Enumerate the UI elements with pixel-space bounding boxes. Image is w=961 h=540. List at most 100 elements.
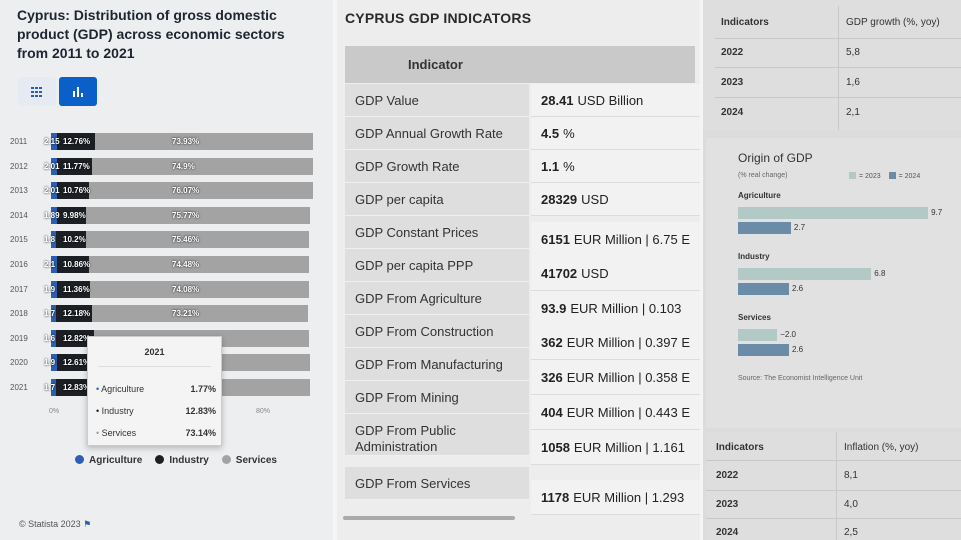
table-row-value: 4,0 [844,499,858,510]
indicator-value: 404 EUR Million | 0.443 E [531,395,700,430]
bar-2024-label: 2.6 [791,284,804,293]
origin-subtitle: (% real change) [738,172,788,179]
value-number: 41702 [541,265,578,281]
bar-agriculture[interactable] [51,231,57,249]
data-label-industry: 10.2% [63,235,86,245]
bar-services[interactable] [91,305,308,323]
indicator-label: GDP Annual Growth Rate [345,117,529,150]
table-row-year: 2023 [721,77,744,88]
bar-industry[interactable] [56,206,86,224]
bar-agriculture[interactable] [51,379,57,396]
bar-agriculture[interactable] [51,182,57,200]
origin-title: Origin of GDP [738,151,813,165]
value-number: 1058 [541,439,570,455]
data-label-services: 76.07% [172,186,200,196]
indicator-label: GDP per capita [345,183,529,216]
bar-industry[interactable] [56,379,95,396]
bar-services[interactable] [86,231,309,249]
bar-2024[interactable] [738,222,791,234]
bar-industry[interactable] [57,256,90,273]
chart-view-button[interactable] [59,77,97,106]
bar-chart-icon [73,86,83,97]
value-number: 1178 [541,489,570,505]
data-label-industry: 11.77% [63,161,90,171]
year-label: 2013 [10,186,28,196]
bar-agriculture[interactable] [51,305,56,323]
data-label-agriculture: 1.7 [44,309,56,319]
bar-agriculture[interactable] [51,354,57,372]
bar-industry[interactable] [56,305,92,323]
year-label: 2014 [10,210,28,220]
bar-services[interactable] [86,206,310,224]
indicator-value: 326 EUR Million | 0.358 E [531,360,700,395]
gdp-growth-col-indicators: Indicators [721,17,769,28]
bar-services[interactable] [94,133,314,150]
table-row: GDP Growth Rate [345,150,695,183]
bar-industry[interactable] [56,354,94,372]
bar-agriculture[interactable] [51,206,57,224]
bar-industry[interactable] [57,133,95,150]
data-label-services: 74.48% [172,260,200,269]
indicator-value: 28.41 USD Billion [531,84,700,117]
legend-industry[interactable]: Industry [155,455,209,466]
inflation-col-indicators: Indicators [716,442,764,453]
bar-services[interactable] [89,256,309,273]
data-label-industry: 10.86% [63,260,91,269]
bar-industry[interactable] [56,280,91,298]
bar-agriculture[interactable] [51,280,57,298]
data-label-agriculture: 1.9 [44,284,56,294]
table-row: GDP From Construction [345,315,695,348]
value-number: 93.9 [541,300,567,316]
indicator-value: 41702 USD [531,256,700,291]
data-label-agriculture: 2.1 [44,260,56,269]
bar-agriculture[interactable] [51,157,57,175]
gdp-indicators-panel: CYPRUS GDP INDICATORS Indicator GDP Valu… [337,0,700,540]
data-label-agriculture: 1.7 [44,383,56,392]
year-label: 2015 [10,235,28,245]
legend-agriculture[interactable]: Agriculture [75,455,142,466]
indicator-label: GDP From Services [345,467,529,500]
origin-source: Source: The Economist Intelligence Unit [738,375,863,382]
data-label-services: 74.9% [172,161,195,171]
bar-agriculture[interactable] [51,256,58,273]
bar-services[interactable] [91,157,313,175]
legend-services[interactable]: Services [221,455,277,466]
bar-2023[interactable] [738,329,778,341]
indicator-value: 6151 EUR Million | 6.75 E [531,222,700,257]
value-number: 6151 [541,231,570,247]
table-row: GDP From Manufacturing [345,348,695,381]
bar-agriculture[interactable] [51,329,56,347]
bar-services[interactable] [88,182,314,200]
data-label-industry: 11.36% [63,284,90,294]
data-label-agriculture: 1.89 [44,210,60,220]
bar-industry[interactable] [56,182,89,200]
indicator-label: GDP From Agriculture [345,282,529,315]
tooltip-row-services: • Services 73.14% [96,428,216,438]
bar-industry[interactable] [56,231,87,249]
table-row-year: 2022 [721,47,744,58]
table-row-year: 2023 [716,499,739,510]
origin-category-label: Industry [738,252,770,261]
indicator-value: 362 EUR Million | 0.397 E [531,325,700,360]
bar-services[interactable] [90,280,309,298]
table-icon [31,86,42,97]
table-row: GDP per capita [345,183,695,216]
axis-label-start: 0% [49,408,60,415]
data-label-agriculture: 2.15 [44,137,60,146]
horizontal-scrollbar[interactable] [343,516,515,520]
year-label: 2020 [10,358,28,368]
bar-2024[interactable] [738,283,789,295]
bar-2024[interactable] [738,344,789,356]
inflation-col-value: Inflation (%, yoy) [844,442,919,453]
table-view-button[interactable] [18,77,56,106]
bar-2023[interactable] [738,207,929,219]
value-unit: EUR Million | 1.161 [573,439,685,455]
data-label-industry: 12.82% [63,333,91,343]
origin-category-label: Agriculture [738,191,781,200]
bar-industry[interactable] [56,157,92,175]
bar-industry[interactable] [55,329,94,347]
bar-agriculture[interactable] [51,133,58,150]
data-label-services: 75.46% [172,235,200,245]
value-number: 362 [541,334,563,350]
bar-2023[interactable] [738,268,872,280]
